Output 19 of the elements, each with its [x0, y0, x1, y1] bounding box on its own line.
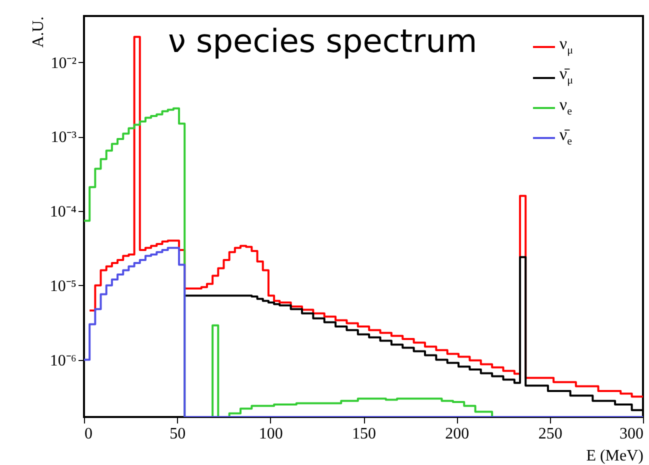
y-tick-label: 10⁻⁶	[50, 352, 76, 370]
y-tick-label: 10⁻²	[50, 54, 77, 72]
y-tick-label: 10⁻⁴	[50, 204, 77, 221]
chart-title: ν species spectrum	[168, 22, 478, 60]
y-tick-label: 10⁻³	[50, 129, 77, 146]
x-tick-label: 50	[170, 426, 186, 442]
x-tick-label: 100	[258, 426, 283, 442]
legend-label: ν̄$_{e}$	[559, 124, 572, 150]
legend-label: ν$_{e}$	[559, 94, 572, 120]
x-tick-label: 300	[620, 426, 644, 442]
legend-label: ν̄$_{μ}$	[559, 63, 573, 89]
x-tick-label: 150	[352, 426, 376, 442]
x-tick-label: 0	[84, 426, 92, 442]
y-tick-label: 10⁻⁵	[50, 278, 76, 295]
x-tick-label: 250	[538, 426, 562, 442]
x-axis-title: E (MeV)	[586, 448, 644, 464]
y-axis-title: A.U.	[30, 16, 47, 48]
legend-label: ν$_{μ}$	[559, 33, 573, 58]
x-tick-label: 200	[445, 426, 470, 442]
